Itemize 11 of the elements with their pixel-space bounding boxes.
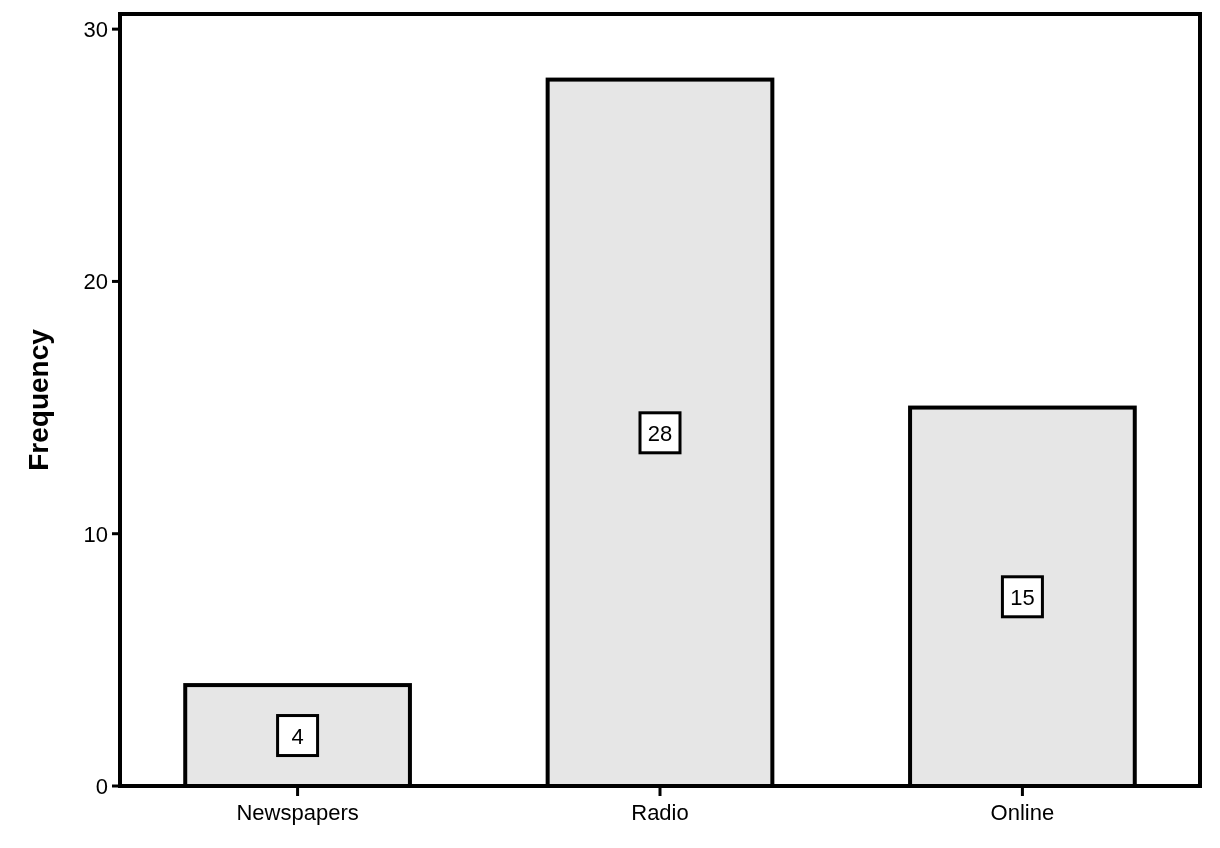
y-tick-label: 20 [83,269,108,295]
x-tick-label: Radio [631,800,689,825]
y-tick-label: 0 [95,774,108,799]
data-label: 4 [291,723,304,749]
x-tick-label: Newspapers [236,800,359,825]
y-axis-title: Frequency [23,328,54,471]
y-tick-label: 30 [83,17,108,43]
x-tick-label: Online [990,800,1055,825]
y-tick-label: 10 [83,521,108,547]
data-label: 15 [1010,584,1035,610]
data-label: 28 [647,420,673,446]
